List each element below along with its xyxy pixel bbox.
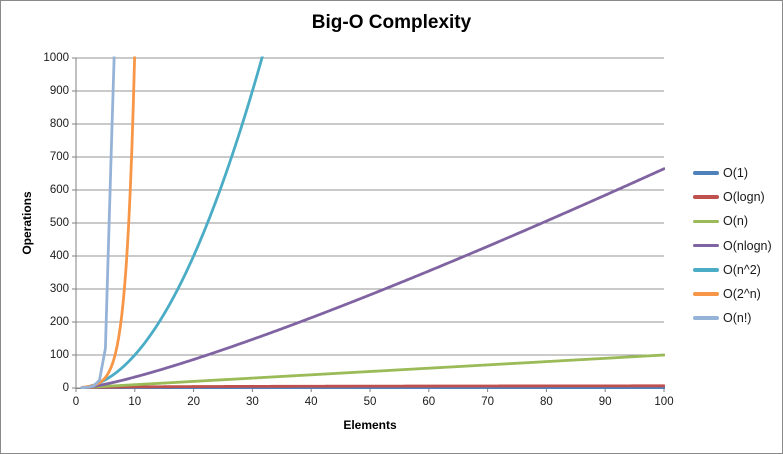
x-tick-label-90: 90 xyxy=(598,396,612,408)
legend-swatch-O(n!) xyxy=(693,316,719,321)
legend-label-O(nlogn): O(nlogn) xyxy=(723,238,772,253)
y-tick-label-100: 100 xyxy=(49,349,69,361)
y-tick-label-700: 700 xyxy=(49,151,69,163)
legend-item-O(n^2): O(n^2) xyxy=(693,258,772,282)
y-tick-label-200: 200 xyxy=(49,316,69,328)
x-tick-label-80: 80 xyxy=(539,396,553,408)
legend-swatch-O(nlogn) xyxy=(693,243,719,248)
y-tick-label-600: 600 xyxy=(49,184,69,196)
y-axis-title: Operations xyxy=(20,191,34,255)
y-tick-label-500: 500 xyxy=(49,217,69,229)
y-tick-label-0: 0 xyxy=(62,382,69,394)
legend-item-O(n): O(n) xyxy=(693,209,772,233)
y-tick-label-400: 400 xyxy=(49,250,69,262)
x-axis-title: Elements xyxy=(343,418,397,432)
series-line-O(n) xyxy=(80,353,665,389)
legend-swatch-O(1) xyxy=(693,171,719,175)
legend-swatch-O(n^2) xyxy=(693,268,719,272)
series-line-O(nlogn) xyxy=(80,167,665,389)
x-tick-label-100: 100 xyxy=(654,396,674,408)
x-tick-label-0: 0 xyxy=(72,396,80,408)
legend-label-O(logn): O(logn) xyxy=(723,190,765,205)
legend-label-O(2^n): O(2^n) xyxy=(723,287,761,302)
x-tick-label-20: 20 xyxy=(187,396,200,408)
legend-item-O(1): O(1) xyxy=(693,161,772,185)
legend-label-O(n^2): O(n^2) xyxy=(723,262,761,277)
series-line-O(logn) xyxy=(80,384,665,389)
legend-label-O(n!): O(n!) xyxy=(723,311,752,326)
legend-item-O(logn): O(logn) xyxy=(693,185,772,209)
legend-item-O(nlogn): O(nlogn) xyxy=(693,234,772,258)
x-tick-label-60: 60 xyxy=(422,396,436,408)
y-tick-label-900: 900 xyxy=(49,85,69,97)
x-tick-label-10: 10 xyxy=(128,396,142,408)
y-tick-label-300: 300 xyxy=(49,283,69,295)
series-line-O(n^2) xyxy=(80,56,264,389)
series-line-O(n!) xyxy=(80,56,116,389)
y-tick-label-800: 800 xyxy=(49,118,69,130)
y-tick-label-1000: 1000 xyxy=(43,52,69,64)
chart-title: Big-O Complexity xyxy=(311,12,472,33)
legend-item-O(n!): O(n!) xyxy=(693,306,772,330)
legend-swatch-O(logn) xyxy=(693,195,719,200)
legend-label-O(1): O(1) xyxy=(723,166,748,181)
legend-label-O(n): O(n) xyxy=(723,214,748,229)
x-tick-label-30: 30 xyxy=(245,396,259,408)
legend-swatch-O(2^n) xyxy=(693,292,719,296)
x-tick-label-70: 70 xyxy=(481,396,494,408)
x-tick-label-50: 50 xyxy=(363,396,377,408)
legend-swatch-O(n) xyxy=(693,219,719,224)
x-tick-label-40: 40 xyxy=(304,396,318,408)
legend: O(1) O(logn) O(n) O(nlogn) O(n^2) O(2^n) O(n!) xyxy=(693,161,772,330)
legend-item-O(2^n): O(2^n) xyxy=(693,282,772,306)
